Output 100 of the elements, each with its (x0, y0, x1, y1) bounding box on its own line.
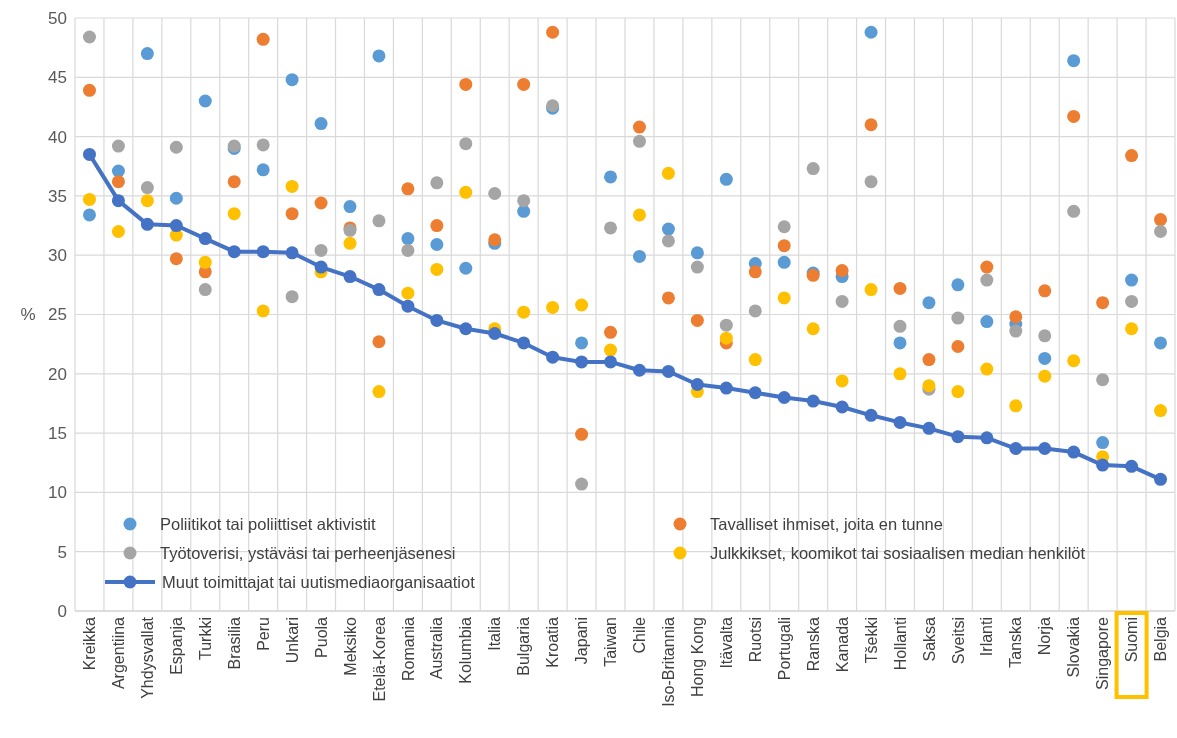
point (632, 134, 646, 148)
point (459, 322, 473, 336)
point (748, 304, 762, 318)
x-tick-label: Meksiko (341, 616, 359, 676)
point (1038, 284, 1052, 298)
point (835, 374, 849, 388)
point (1096, 458, 1110, 472)
x-tick-label: Slovakia (1065, 616, 1083, 678)
point (256, 163, 270, 177)
point (82, 30, 96, 44)
y-tick-label: 15 (48, 424, 67, 444)
x-tick-label: Argentiina (110, 616, 128, 690)
point (575, 336, 589, 350)
x-tick-label: Singapore (1094, 616, 1112, 690)
point (632, 363, 646, 377)
point (517, 204, 531, 218)
point (140, 181, 154, 195)
x-tick-label: Etelä-Korea (370, 616, 388, 702)
point (575, 427, 589, 441)
x-tick-label: Iso-Britannia (660, 616, 678, 707)
x-tick-label: Italia (486, 616, 504, 651)
point (777, 291, 791, 305)
point (1125, 273, 1139, 287)
y-axis-title: % (20, 305, 36, 325)
point (372, 214, 386, 228)
point (575, 298, 589, 312)
x-tick-label: Kanada (833, 616, 851, 673)
point (719, 381, 733, 395)
point (343, 270, 357, 284)
point (806, 162, 820, 176)
point (1096, 296, 1110, 310)
x-tick-label: Taiwan (602, 617, 620, 667)
point (343, 200, 357, 214)
legend-label: Poliitikot tai poliittiset aktivistit (160, 514, 376, 533)
point (661, 166, 675, 180)
point (951, 385, 965, 399)
x-tick-label: Tanska (1007, 616, 1025, 668)
point (1154, 404, 1168, 418)
point (256, 245, 270, 259)
point (893, 415, 907, 429)
x-tick-label: Romania (399, 616, 417, 682)
point (980, 260, 994, 274)
point (1067, 204, 1081, 218)
point (517, 194, 531, 208)
point (980, 315, 994, 329)
point (575, 355, 589, 369)
point (1067, 445, 1081, 459)
y-tick-label: 30 (48, 246, 67, 266)
point (661, 222, 675, 236)
point (575, 477, 589, 491)
point (661, 364, 675, 378)
point (690, 260, 704, 274)
x-tick-label: Sveitsi (949, 617, 967, 665)
point (343, 236, 357, 250)
point (604, 325, 618, 339)
point (1038, 329, 1052, 343)
point (922, 353, 936, 367)
point (690, 313, 704, 327)
point (632, 249, 646, 263)
y-tick-label: 0 (57, 601, 67, 621)
x-tick-label: Brasilia (225, 616, 243, 670)
point (1154, 472, 1168, 486)
point (690, 246, 704, 260)
point (980, 362, 994, 376)
point (517, 77, 531, 91)
y-tick-label: 25 (48, 305, 67, 325)
point (401, 243, 415, 257)
point (777, 391, 791, 405)
point (372, 283, 386, 297)
point (1125, 459, 1139, 473)
x-tick-label: Chile (631, 616, 649, 654)
point (1067, 109, 1081, 123)
point (82, 83, 96, 97)
point (864, 118, 878, 132)
x-tick-label: Suomi (1123, 617, 1141, 663)
x-tick-label: Belgia (1152, 616, 1170, 662)
x-tick-label: Bulgaria (515, 616, 533, 676)
point (806, 322, 820, 336)
point (372, 49, 386, 63)
point (748, 386, 762, 400)
point (1009, 442, 1023, 456)
y-tick-label: 45 (48, 68, 67, 88)
point (314, 196, 328, 210)
point (459, 261, 473, 275)
legend-label: Työtoverisi, ystäväsi tai perheenjäsenesi (160, 543, 456, 562)
point (169, 252, 183, 266)
point (748, 353, 762, 367)
point (111, 175, 125, 189)
x-tick-label: Portugali (775, 617, 793, 681)
x-tick-label: Turkki (196, 617, 214, 660)
point (980, 431, 994, 445)
point (227, 207, 241, 221)
point (864, 25, 878, 39)
point (1009, 310, 1023, 324)
x-tick-label: Tšekki (862, 617, 880, 664)
y-tick-label: 50 (48, 8, 67, 28)
point (893, 319, 907, 333)
point (111, 194, 125, 208)
point (661, 291, 675, 305)
legend-label: Muut toimittajat tai uutismediaorganisaatiot (162, 572, 476, 591)
